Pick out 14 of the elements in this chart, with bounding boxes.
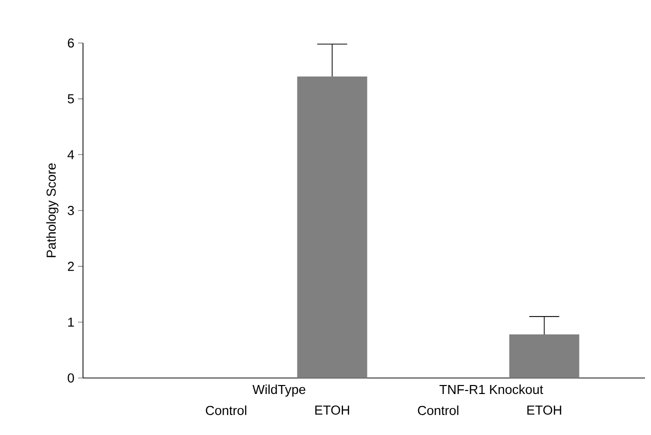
x-tick-label: Control: [418, 406, 458, 416]
y-tick-label: 4: [68, 150, 74, 160]
y-axis-title: Pathology Score: [46, 163, 58, 258]
text: WildType: [252, 384, 306, 397]
y-tick-label: 1: [68, 318, 74, 327]
x-tick-label: ETOH: [315, 406, 350, 415]
y-tick-label: 0: [68, 373, 74, 383]
text: TNF-R1 Knockout: [440, 384, 544, 394]
y-tick-label: 3: [68, 206, 74, 216]
y-tick-label: 6: [68, 38, 74, 48]
x-tick-label: ETOH: [527, 406, 562, 415]
y-tick-label: 5: [68, 94, 74, 104]
x-tick-label: Control: [206, 406, 246, 416]
y-tick-label: 2: [68, 262, 74, 271]
